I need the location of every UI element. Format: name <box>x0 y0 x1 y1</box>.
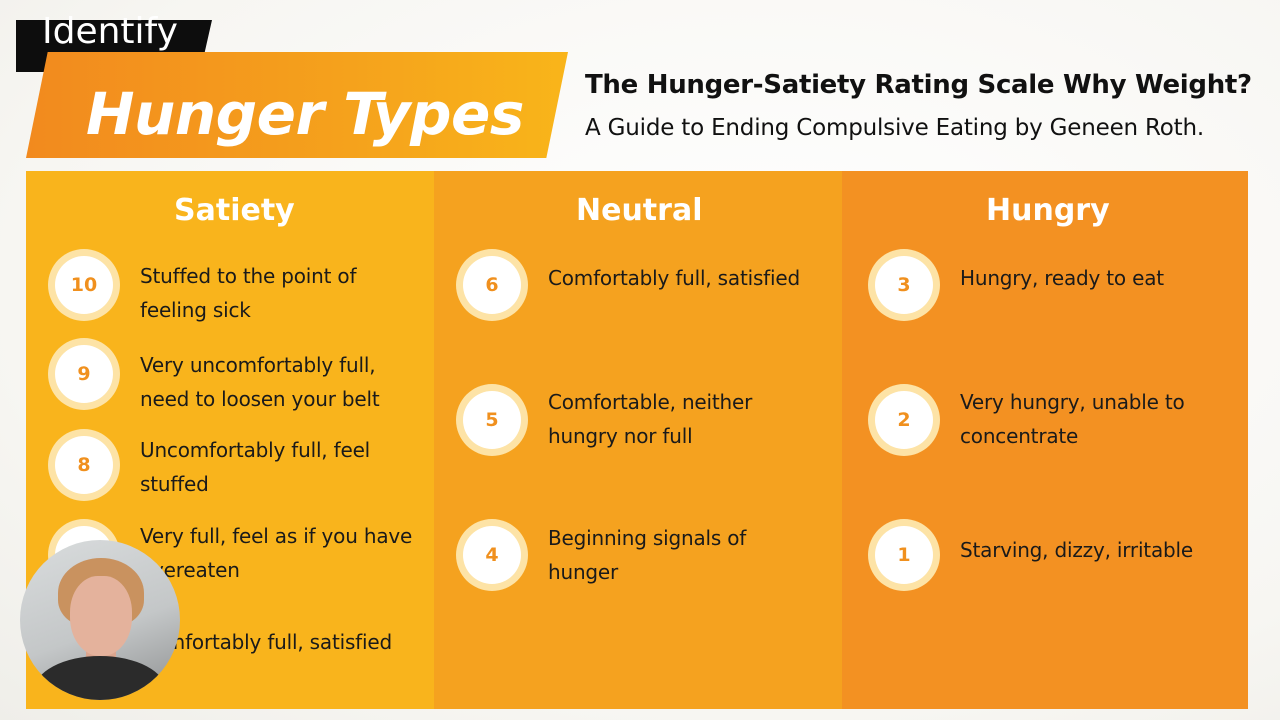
banner-title: Hunger Types <box>86 80 524 148</box>
rating-line-1: Beginning signals of <box>548 526 747 550</box>
rating-description: Very hungry, unable to concentrate <box>960 385 1185 453</box>
rating-line-1: Comfortable, neither <box>548 390 753 414</box>
rating-badge: 2 <box>868 384 940 456</box>
satiety-heading: Satiety <box>174 193 295 228</box>
scale-title: The Hunger-Satiety Rating Scale Why Weig… <box>585 70 1252 100</box>
rating-line-1: Starving, dizzy, irritable <box>960 538 1193 562</box>
rating-line-1: Stuffed to the point of <box>140 264 357 288</box>
rating-line-2: concentrate <box>960 424 1079 448</box>
rating-description: Starving, dizzy, irritable <box>960 533 1193 567</box>
rating-badge: 8 <box>48 429 120 501</box>
rating-line-2: hungry nor full <box>548 424 693 448</box>
rating-line-1: Very full, feel as if you have <box>140 524 413 548</box>
rating-line-1: Comfortably full, satisfied <box>548 266 800 290</box>
rating-line-2: overeaten <box>140 558 240 582</box>
rating-number: 2 <box>875 391 933 449</box>
rating-line-2: hunger <box>548 560 619 584</box>
rating-line-2: stuffed <box>140 472 209 496</box>
title-banner <box>26 52 568 158</box>
hungry-heading: Hungry <box>986 193 1110 228</box>
neutral-heading: Neutral <box>576 193 703 228</box>
rating-description: Hungry, ready to eat <box>960 261 1164 295</box>
webcam-face <box>70 576 132 656</box>
rating-description: Very uncomfortably full, need to loosen … <box>140 348 380 416</box>
rating-line-1: Comfortably full, satisfied <box>140 630 392 654</box>
rating-badge: 10 <box>48 249 120 321</box>
webcam-shoulders <box>34 656 166 700</box>
rating-line-1: Very hungry, unable to <box>960 390 1185 414</box>
rating-badge: 4 <box>456 519 528 591</box>
rating-number: 6 <box>463 256 521 314</box>
rating-number: 3 <box>875 256 933 314</box>
rating-number: 9 <box>55 345 113 403</box>
rating-badge: 3 <box>868 249 940 321</box>
presenter-webcam <box>20 540 180 700</box>
rating-description: Very full, feel as if you have overeaten <box>140 519 412 587</box>
rating-number: 5 <box>463 391 521 449</box>
rating-number: 1 <box>875 526 933 584</box>
hungry-column: Hungry 3 Hungry, ready to eat 2 Very hun… <box>842 171 1248 709</box>
rating-number: 10 <box>55 256 113 314</box>
rating-number: 4 <box>463 526 521 584</box>
rating-description: Comfortable, neither hungry nor full <box>548 385 752 453</box>
rating-badge: 6 <box>456 249 528 321</box>
rating-badge: 9 <box>48 338 120 410</box>
identify-label: Identify <box>42 11 178 52</box>
neutral-column: Neutral 6 Comfortably full, satisfied 5 … <box>434 171 842 709</box>
rating-description: Uncomfortably full, feel stuffed <box>140 433 370 501</box>
rating-line-2: need to loosen your belt <box>140 387 380 411</box>
rating-line-1: Uncomfortably full, feel <box>140 438 371 462</box>
rating-description: Comfortably full, satisfied <box>548 261 800 295</box>
rating-description: Beginning signals of hunger <box>548 521 746 589</box>
rating-line-1: Hungry, ready to eat <box>960 266 1164 290</box>
rating-number: 8 <box>55 436 113 494</box>
rating-line-2: feeling sick <box>140 298 251 322</box>
rating-badge: 5 <box>456 384 528 456</box>
rating-description: Stuffed to the point of feeling sick <box>140 259 357 327</box>
rating-description: Comfortably full, satisfied <box>140 625 392 659</box>
rating-line-1: Very uncomfortably full, <box>140 353 376 377</box>
rating-badge: 1 <box>868 519 940 591</box>
scale-subtitle: A Guide to Ending Compulsive Eating by G… <box>585 115 1204 141</box>
